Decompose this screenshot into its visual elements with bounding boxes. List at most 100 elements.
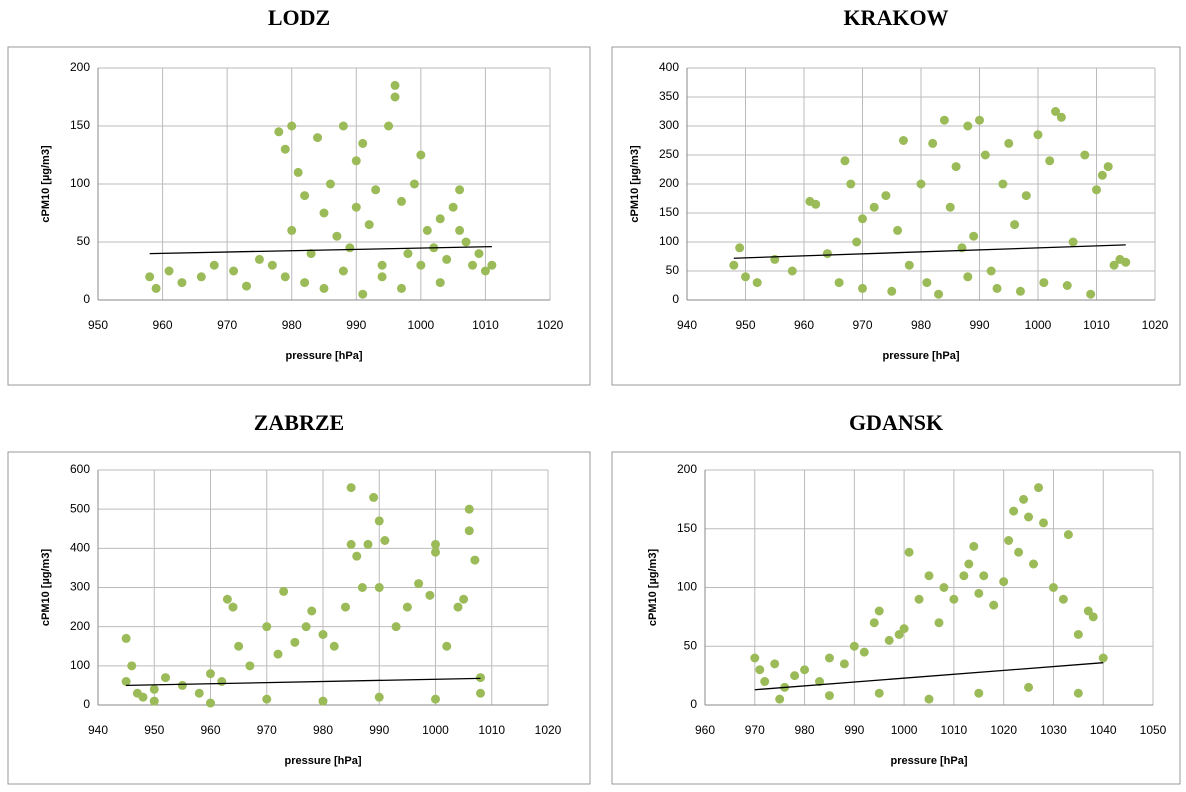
point: [770, 659, 780, 669]
point: [461, 237, 471, 247]
x-tick-label: 960: [153, 318, 173, 332]
y-tick-label: 100: [659, 234, 679, 248]
point: [969, 541, 979, 551]
point: [904, 260, 914, 270]
point: [448, 202, 458, 212]
x-axis-label: pressure [hPa]: [284, 755, 361, 767]
point: [464, 504, 474, 514]
trend-line: [149, 245, 492, 255]
point: [824, 691, 834, 701]
point: [149, 684, 159, 694]
point: [453, 602, 463, 612]
point: [924, 571, 934, 581]
x-tick-label: 1020: [535, 723, 562, 737]
point: [435, 278, 445, 288]
y-axis-label: cPM10 [µg/m3]: [647, 549, 659, 627]
y-axis-label: cPM10 [µg/m3]: [40, 549, 52, 627]
point: [149, 696, 159, 706]
x-axis-label: pressure [hPa]: [882, 350, 959, 362]
point: [396, 283, 406, 293]
y-tick-label: 350: [659, 89, 679, 103]
point: [121, 633, 131, 643]
point: [1034, 483, 1044, 493]
x-tick-label: 1000: [1025, 318, 1052, 332]
point: [358, 138, 368, 148]
point: [459, 594, 469, 604]
point: [760, 677, 770, 686]
point: [874, 606, 884, 616]
panel-frame: [611, 46, 1181, 386]
x-tick-label: 980: [282, 318, 302, 332]
point: [1073, 688, 1083, 698]
point: [999, 577, 1009, 587]
point: [1004, 138, 1014, 148]
point: [416, 260, 426, 270]
point: [442, 254, 452, 264]
point: [455, 185, 465, 195]
point: [287, 225, 297, 235]
point: [750, 653, 760, 663]
point: [1051, 107, 1061, 116]
point: [242, 281, 252, 291]
point: [1009, 506, 1019, 516]
x-tick-label: 1010: [478, 723, 505, 737]
point: [319, 208, 329, 218]
point: [1121, 257, 1131, 267]
point: [341, 602, 350, 612]
x-tick-label: 980: [911, 318, 931, 332]
x-tick-label: 1010: [941, 723, 968, 737]
x-tick-label: 1010: [1083, 318, 1110, 332]
point: [161, 673, 170, 683]
x-tick-label: 990: [346, 318, 366, 332]
x-tick-label: 1040: [1090, 723, 1117, 737]
point: [145, 272, 155, 282]
y-tick-label: 50: [666, 263, 680, 277]
point: [206, 669, 215, 679]
point: [468, 260, 478, 270]
point: [435, 214, 445, 224]
point: [364, 220, 374, 230]
point: [1039, 278, 1049, 288]
point: [989, 600, 999, 610]
x-tick-label: 950: [88, 318, 108, 332]
point: [369, 492, 379, 502]
point: [1086, 289, 1096, 299]
point: [476, 688, 485, 698]
point: [979, 571, 989, 581]
point: [319, 283, 329, 293]
x-tick-label: 970: [745, 723, 765, 737]
point: [273, 649, 283, 659]
point: [858, 214, 867, 224]
point: [402, 602, 412, 612]
point: [374, 583, 384, 592]
trend-line: [733, 244, 1126, 259]
point: [390, 80, 400, 90]
y-tick-label: 100: [70, 658, 90, 672]
point: [1063, 530, 1073, 540]
point: [1098, 653, 1108, 663]
point: [164, 266, 174, 276]
y-tick-label: 400: [659, 60, 679, 74]
chart-title: LODZ: [268, 5, 330, 30]
point: [881, 191, 891, 201]
point: [442, 641, 452, 651]
point: [345, 243, 355, 253]
point: [380, 536, 390, 545]
point: [338, 121, 348, 131]
point: [939, 115, 949, 125]
point: [325, 179, 335, 189]
point: [177, 680, 187, 690]
point: [301, 622, 311, 632]
x-tick-label: 950: [144, 723, 164, 737]
point: [887, 286, 897, 296]
x-tick-label: 980: [795, 723, 815, 737]
point: [306, 249, 316, 259]
y-tick-label: 250: [659, 147, 679, 161]
point: [318, 630, 328, 639]
point: [1004, 536, 1014, 545]
point: [318, 696, 328, 706]
x-tick-label: 960: [200, 723, 220, 737]
point: [287, 121, 297, 131]
